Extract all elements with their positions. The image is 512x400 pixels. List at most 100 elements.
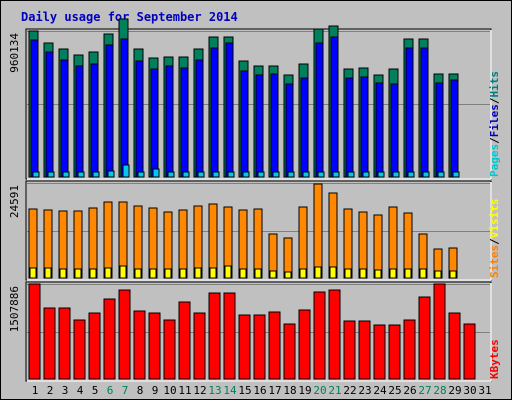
x-tick-label: 24 [373, 384, 387, 397]
x-tick-label: 22 [343, 384, 356, 397]
x-tick-label: 3 [62, 384, 69, 397]
files-bar [285, 83, 294, 178]
kbytes-bar [253, 314, 266, 380]
kbytes-bar [358, 320, 371, 380]
kbytes-bar [268, 311, 281, 380]
x-tick-label: 4 [77, 384, 84, 397]
files-bar [45, 51, 54, 178]
x-tick-label: 30 [463, 384, 476, 397]
x-tick-label: 9 [152, 384, 159, 397]
files-bar [240, 70, 249, 178]
files-bar [180, 67, 189, 178]
pages-bar [302, 171, 310, 178]
x-tick-label: 5 [92, 384, 99, 397]
x-tick-label: 31 [478, 384, 491, 397]
kbytes-bar [118, 289, 131, 380]
visits-bar [419, 268, 427, 279]
pages-bar [107, 170, 115, 178]
y-max-label: 24591 [8, 185, 21, 218]
files-bar [75, 65, 84, 178]
sites-bar [103, 201, 113, 279]
pages-bar [182, 171, 190, 178]
kbytes-bar [298, 309, 311, 380]
x-tick-label: 18 [283, 384, 296, 397]
visits-bar [104, 267, 112, 279]
kbytes-bar [238, 314, 251, 380]
kbytes-bar [283, 323, 296, 380]
sites-bar [163, 211, 173, 279]
kbytes-bar [58, 307, 71, 380]
pages-bar [92, 171, 100, 178]
visits-bar [149, 268, 157, 279]
sites-bar [313, 183, 323, 279]
sites-bar [328, 192, 338, 279]
kbytes-bar [448, 312, 461, 380]
pages-bar [332, 171, 340, 178]
sites-bar [343, 208, 353, 279]
x-axis: 1 2 3 4 5 6 7 8 9 10 11 12 13 14 15 16 17 18 19 20 21 22 23 24 2… [32, 384, 492, 397]
kbytes-bar [403, 319, 416, 380]
chart-title: Daily usage for September 2014 [21, 10, 238, 24]
visits-bar [299, 268, 307, 279]
x-tick-label: 7 [122, 384, 129, 397]
files-bar [105, 44, 114, 178]
sites-bar [178, 209, 188, 279]
legend-files: Files [488, 104, 501, 137]
files-bar [420, 47, 429, 178]
pages-bar [407, 171, 415, 178]
kbytes-bar [88, 312, 101, 380]
sites-bar [193, 205, 203, 279]
x-tick-label: 27 [418, 384, 431, 397]
x-tick-label: 28 [433, 384, 446, 397]
y-max-label: 960134 [8, 33, 21, 73]
kbytes-bar [148, 312, 161, 380]
sites-bar [373, 214, 383, 279]
pages-bar [437, 171, 445, 178]
visits-bar [119, 265, 127, 279]
visits-bar [449, 270, 457, 279]
visits-bar [329, 266, 337, 279]
pages-bar [392, 171, 400, 178]
visits-bar [359, 268, 367, 279]
kbytes-bar [373, 324, 386, 380]
files-bar [450, 79, 459, 178]
visits-bar [374, 269, 382, 279]
visits-bar [389, 268, 397, 279]
legend-pages: Pages [488, 144, 501, 177]
x-tick-label: 17 [268, 384, 281, 397]
x-tick-label: 16 [253, 384, 266, 397]
files-bar [270, 73, 279, 178]
legend-sites: Sites [488, 245, 501, 278]
files-bar [435, 82, 444, 178]
files-bar [300, 77, 309, 178]
files-bar [315, 42, 324, 178]
files-bar [90, 63, 99, 178]
legend-kbytes: KBytes [488, 339, 501, 379]
pages-bar [152, 168, 160, 178]
pages-bar [212, 171, 220, 178]
x-tick-label: 12 [193, 384, 206, 397]
visits-bar [44, 267, 52, 279]
sites-bar [388, 206, 398, 279]
kbytes-bar [463, 323, 476, 380]
pages-bar [137, 171, 145, 178]
visits-bar [434, 270, 442, 279]
pages-bar [347, 171, 355, 178]
kbytes-bar [28, 283, 41, 380]
x-tick-label: 14 [223, 384, 237, 397]
pages-bar [227, 171, 235, 178]
kbytes-bar [208, 292, 221, 380]
x-tick-label: 26 [403, 384, 416, 397]
pages-bar [272, 171, 280, 178]
panel-kbytes: 1507886 KBytes [8, 281, 501, 382]
kbytes-bar [223, 292, 236, 380]
files-bar [375, 82, 384, 178]
legend-separator: / [488, 97, 501, 104]
visits-bar [314, 266, 322, 279]
series-files [30, 36, 459, 178]
sites-bar [358, 211, 368, 279]
x-tick-label: 15 [238, 384, 251, 397]
sites-bar [238, 209, 248, 279]
legend-separator: / [488, 137, 501, 144]
